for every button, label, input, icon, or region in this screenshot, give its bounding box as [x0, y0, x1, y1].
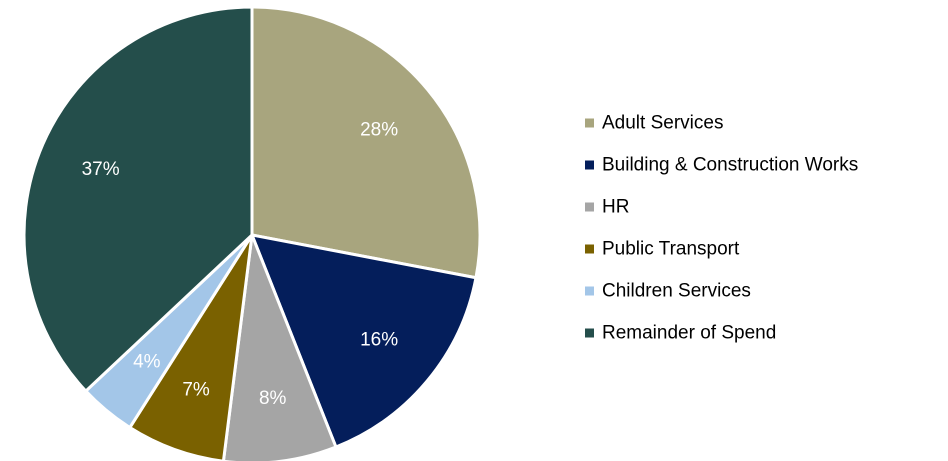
value-label-building-and-construction-works: 16% [360, 330, 398, 351]
legend-label: HR [602, 197, 629, 218]
legend-item-adult-services: Adult Services [585, 113, 723, 134]
legend-item-hr: HR [585, 197, 629, 218]
value-label-hr: 8% [259, 388, 287, 409]
legend-label: Public Transport [602, 239, 740, 260]
legend-item-building-and-construction-works: Building & Construction Works [585, 155, 858, 176]
value-label-adult-services: 28% [360, 119, 398, 140]
value-label-children-services: 4% [133, 352, 161, 373]
legend-item-remainder-of-spend: Remainder of Spend [585, 323, 776, 344]
legend-swatch [585, 202, 594, 212]
legend-swatch [585, 286, 594, 296]
slice-building-and-construction-works [250, 233, 478, 449]
legend-swatch [585, 328, 594, 338]
pie-slices [22, 5, 482, 461]
legend-swatch [585, 244, 594, 254]
legend-item-children-services: Children Services [585, 281, 751, 302]
legend-item-public-transport: Public Transport [585, 239, 740, 260]
value-label-remainder-of-spend: 37% [82, 159, 120, 180]
legend-label: Adult Services [602, 113, 723, 134]
value-label-public-transport: 7% [182, 380, 210, 401]
slice-remainder-of-spend [22, 5, 254, 393]
legend-label: Children Services [602, 281, 751, 302]
pie-value-labels: 28% 16% 8% 7% 4% 37% [82, 119, 399, 409]
legend-label: Building & Construction Works [602, 155, 858, 176]
legend: Adult Services Building & Construction Wo… [585, 113, 858, 344]
slice-hr [221, 233, 338, 461]
legend-swatch [585, 160, 594, 170]
legend-label: Remainder of Spend [602, 323, 776, 344]
legend-swatch [585, 118, 594, 128]
slice-adult-services [250, 5, 482, 280]
